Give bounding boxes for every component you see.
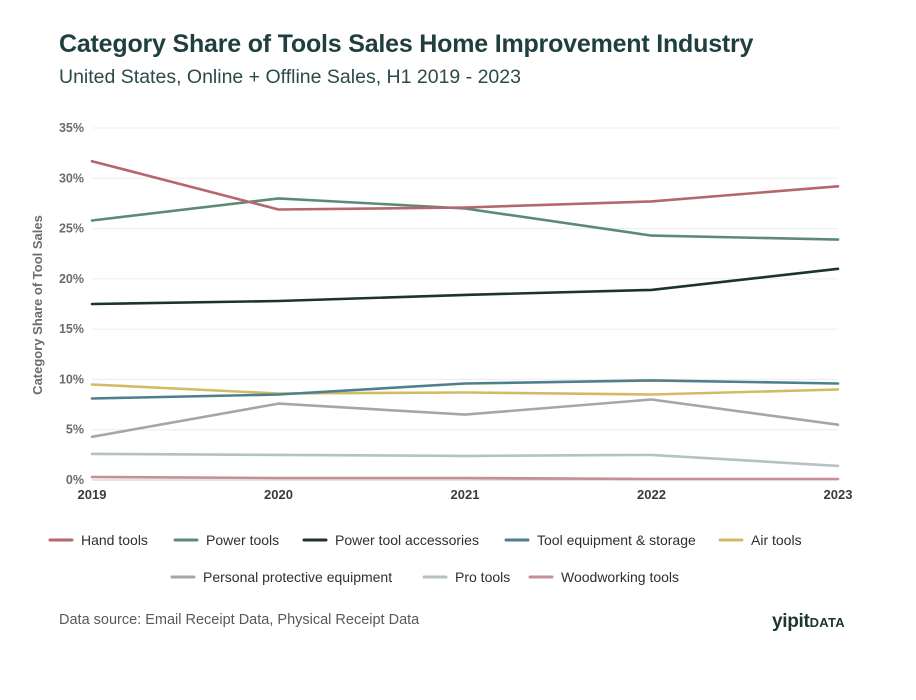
- x-tick-label: 2023: [824, 487, 853, 502]
- series-line-personal-protective-equipment: [90, 398, 840, 439]
- y-axis-label: Category Share of Tool Sales: [30, 215, 45, 395]
- brand-logo-suffix: DATA: [809, 615, 845, 630]
- y-tick-label: 10%: [59, 372, 84, 386]
- x-tick-label: 2022: [637, 487, 666, 502]
- chart-subtitle: United States, Online + Offline Sales, H…: [59, 66, 521, 88]
- brand-logo: yipitDATA: [772, 611, 845, 633]
- legend-label: Power tools: [206, 532, 279, 548]
- series-line-pro-tools: [90, 452, 840, 468]
- series-line-woodworking-tools: [90, 475, 840, 481]
- legend-label: Personal protective equipment: [203, 569, 392, 585]
- y-tick-label: 15%: [59, 322, 84, 336]
- legend-label: Woodworking tools: [561, 569, 679, 585]
- y-tick-label: 35%: [59, 121, 84, 135]
- legend-label: Hand tools: [81, 532, 148, 548]
- data-source-note: Data source: Email Receipt Data, Physica…: [59, 612, 420, 628]
- chart-title: Category Share of Tools Sales Home Impro…: [59, 30, 754, 58]
- y-tick-label: 25%: [59, 222, 84, 236]
- y-tick-label: 20%: [59, 272, 84, 286]
- legend-label: Pro tools: [455, 569, 510, 585]
- legend-label: Tool equipment & storage: [537, 532, 696, 548]
- x-tick-label: 2020: [264, 487, 293, 502]
- x-tick-label: 2019: [78, 487, 107, 502]
- legend-label: Air tools: [751, 532, 802, 548]
- series-line-tool-equipment-storage: [90, 379, 840, 400]
- series-line-power-tool-accessories: [90, 267, 840, 306]
- brand-logo-main: yipit: [772, 611, 810, 632]
- line-chart: 0% 5% 10% 15% 20% 25% 30% 35% 2019 2020 2021 2022 20…: [30, 121, 853, 585]
- y-tick-label: 0%: [66, 473, 84, 487]
- series-line-power-tools: [90, 197, 840, 241]
- y-tick-label: 5%: [66, 423, 84, 437]
- series-line-hand-tools: [90, 159, 840, 211]
- x-tick-label: 2021: [451, 487, 480, 502]
- legend-label: Power tool accessories: [335, 532, 479, 548]
- series-line-air-tools: [90, 383, 840, 396]
- y-tick-label: 30%: [59, 171, 84, 185]
